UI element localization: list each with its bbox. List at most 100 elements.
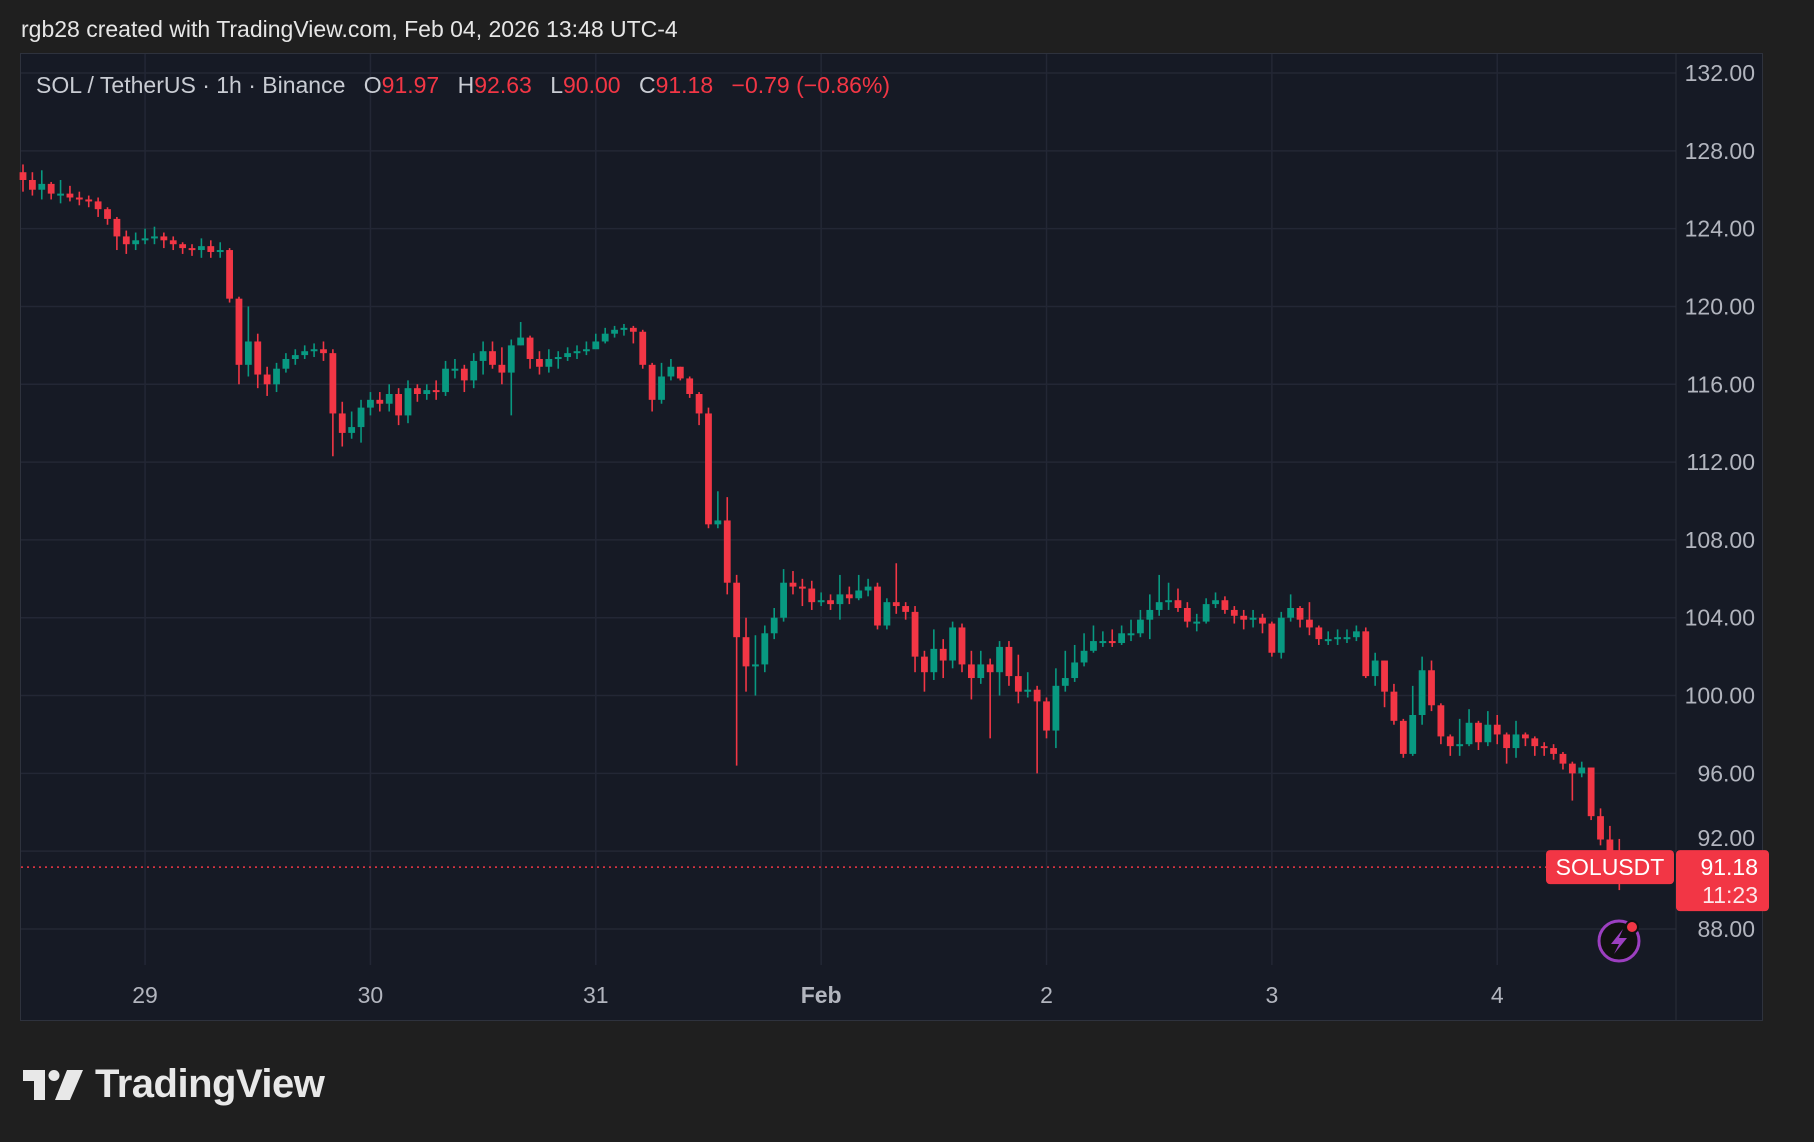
candle[interactable] bbox=[695, 392, 703, 426]
candle[interactable] bbox=[104, 207, 111, 225]
candle[interactable] bbox=[1578, 761, 1586, 778]
candle[interactable] bbox=[179, 242, 187, 254]
candle[interactable] bbox=[714, 491, 722, 529]
candle[interactable] bbox=[385, 384, 393, 412]
candle[interactable] bbox=[874, 582, 881, 630]
candle[interactable] bbox=[207, 240, 215, 258]
candle[interactable] bbox=[254, 333, 262, 389]
candle[interactable] bbox=[19, 164, 27, 192]
candle[interactable] bbox=[291, 349, 299, 365]
candle[interactable] bbox=[723, 497, 731, 595]
candle[interactable] bbox=[1137, 609, 1144, 638]
candle[interactable] bbox=[1352, 625, 1360, 642]
candle[interactable] bbox=[967, 650, 975, 700]
candle[interactable] bbox=[1108, 629, 1116, 647]
candle[interactable] bbox=[113, 216, 121, 251]
candle[interactable] bbox=[1418, 656, 1426, 725]
candle[interactable] bbox=[1597, 808, 1604, 846]
candle[interactable] bbox=[151, 226, 158, 245]
candle[interactable] bbox=[451, 358, 459, 379]
candle[interactable] bbox=[1428, 660, 1435, 712]
candle[interactable] bbox=[1559, 751, 1567, 770]
candle[interactable] bbox=[1249, 609, 1257, 628]
candle[interactable] bbox=[38, 170, 46, 200]
candle[interactable] bbox=[1071, 644, 1079, 682]
candle[interactable] bbox=[1174, 588, 1182, 612]
candle[interactable] bbox=[667, 358, 675, 381]
candle[interactable] bbox=[1268, 621, 1276, 657]
candle[interactable] bbox=[498, 347, 506, 385]
candle[interactable] bbox=[198, 238, 205, 258]
candle[interactable] bbox=[517, 322, 525, 346]
candle[interactable] bbox=[1390, 683, 1398, 725]
candle[interactable] bbox=[122, 230, 130, 254]
candle[interactable] bbox=[930, 629, 938, 680]
candle[interactable] bbox=[28, 172, 36, 196]
candle[interactable] bbox=[1371, 652, 1379, 686]
candle[interactable] bbox=[1399, 718, 1407, 758]
candle[interactable] bbox=[573, 345, 581, 359]
candle[interactable] bbox=[1381, 660, 1388, 708]
candle[interactable] bbox=[1061, 650, 1069, 692]
candle[interactable] bbox=[1014, 654, 1022, 704]
candle[interactable] bbox=[921, 650, 928, 692]
candle[interactable] bbox=[1493, 715, 1501, 745]
chart-frame[interactable] bbox=[20, 53, 1763, 1021]
candle[interactable] bbox=[1165, 582, 1172, 610]
candle[interactable] bbox=[1587, 767, 1595, 821]
candle[interactable] bbox=[1230, 606, 1238, 624]
candle[interactable] bbox=[367, 392, 374, 416]
candle[interactable] bbox=[507, 339, 515, 416]
candle[interactable] bbox=[338, 401, 346, 447]
candle[interactable] bbox=[1437, 703, 1445, 745]
candle[interactable] bbox=[1456, 718, 1464, 756]
candle[interactable] bbox=[470, 353, 478, 389]
candle[interactable] bbox=[770, 608, 778, 640]
candle[interactable] bbox=[1484, 711, 1492, 747]
candle[interactable] bbox=[75, 191, 83, 206]
candle[interactable] bbox=[1512, 720, 1520, 758]
candle[interactable] bbox=[376, 392, 384, 412]
candle[interactable] bbox=[423, 384, 431, 400]
candle[interactable] bbox=[911, 606, 919, 673]
candle[interactable] bbox=[1118, 625, 1126, 645]
candle[interactable] bbox=[1240, 609, 1248, 630]
candle[interactable] bbox=[986, 658, 994, 739]
candle[interactable] bbox=[47, 181, 55, 200]
candle[interactable] bbox=[1259, 613, 1266, 634]
candle[interactable] bbox=[1099, 631, 1107, 647]
candle[interactable] bbox=[742, 617, 750, 692]
candle[interactable] bbox=[1043, 697, 1050, 739]
candle[interactable] bbox=[263, 366, 271, 396]
candle[interactable] bbox=[169, 236, 177, 251]
candle[interactable] bbox=[892, 563, 900, 614]
candle[interactable] bbox=[244, 306, 252, 377]
candle[interactable] bbox=[855, 574, 863, 601]
candle[interactable] bbox=[413, 384, 421, 402]
candle[interactable] bbox=[395, 388, 402, 426]
candle[interactable] bbox=[883, 598, 891, 630]
candle[interactable] bbox=[658, 362, 665, 404]
candle[interactable] bbox=[611, 325, 618, 338]
candle[interactable] bbox=[1193, 613, 1201, 632]
candle[interactable] bbox=[583, 341, 590, 356]
candle[interactable] bbox=[489, 341, 496, 369]
candle[interactable] bbox=[977, 650, 985, 684]
candle[interactable] bbox=[554, 351, 562, 369]
candle[interactable] bbox=[1287, 594, 1295, 622]
candle[interactable] bbox=[686, 376, 694, 398]
candle[interactable] bbox=[357, 399, 365, 443]
candle[interactable] bbox=[817, 592, 825, 607]
candle[interactable] bbox=[235, 296, 243, 385]
candle[interactable] bbox=[949, 621, 957, 669]
candle[interactable] bbox=[1306, 602, 1313, 636]
candle[interactable] bbox=[460, 364, 468, 393]
candle[interactable] bbox=[320, 341, 327, 361]
candle[interactable] bbox=[592, 333, 600, 350]
candle[interactable] bbox=[310, 343, 318, 358]
candle[interactable] bbox=[1183, 602, 1191, 628]
candle[interactable] bbox=[479, 341, 487, 375]
candle[interactable] bbox=[404, 380, 412, 424]
candle[interactable] bbox=[620, 323, 628, 336]
